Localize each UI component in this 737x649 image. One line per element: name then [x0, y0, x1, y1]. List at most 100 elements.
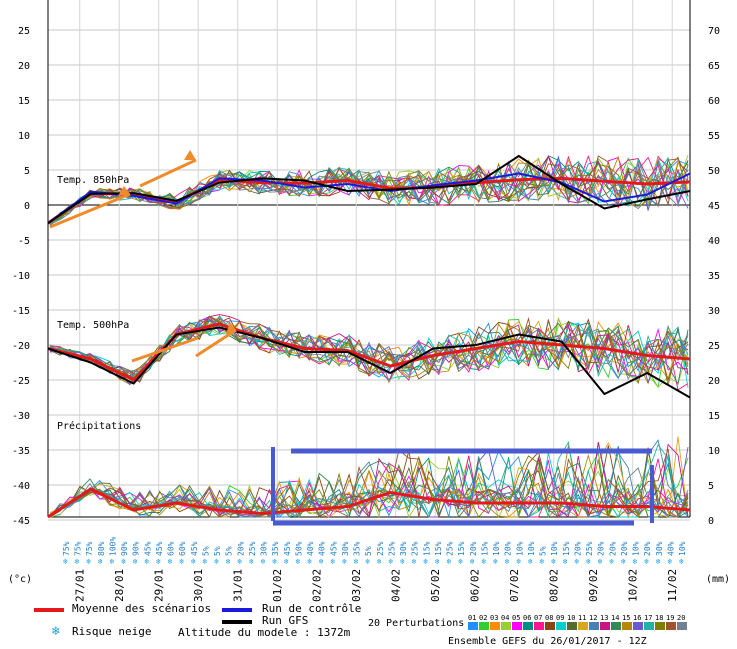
- snowflake-icon: ❄: [563, 557, 568, 566]
- perturbation-id: 02: [479, 614, 487, 622]
- perturbation-swatch: [600, 622, 610, 630]
- snow-risk-pct: 45%: [155, 541, 164, 556]
- legend-mean-swatch: [34, 608, 64, 612]
- snow-risk-pct: 40%: [306, 541, 315, 556]
- snow-risk-pct: 80%: [97, 541, 106, 556]
- snowflake-icon: ❄: [109, 557, 114, 566]
- series-line-500hPa: [47, 326, 691, 399]
- series-line-500hPa: [47, 322, 691, 382]
- panel-label-precip: Précipitations: [57, 420, 141, 432]
- snowflake-icon: ❄: [377, 557, 382, 566]
- snowflake-icon: ❄: [633, 557, 638, 566]
- perturbation-id: 06: [523, 614, 531, 622]
- left-axis-unit: (°c): [8, 574, 32, 585]
- perturbation-850-line: [49, 155, 689, 222]
- snowflake-icon: ❄: [202, 557, 207, 566]
- perturbation-500-line: [49, 316, 689, 386]
- date-tick-label: 01/02: [271, 569, 284, 602]
- perturbation-id: 16: [633, 614, 641, 622]
- date-tick-label: 04/02: [390, 569, 403, 602]
- snowflake-icon: ❄: [679, 557, 684, 566]
- series-line-850hPa: [47, 154, 691, 225]
- perturbation-precip-line: [49, 445, 689, 519]
- snow-risk-pct: 15%: [562, 541, 571, 556]
- snowflake-icon: ❄: [63, 557, 68, 566]
- series-line-850hPa: [47, 176, 691, 225]
- snow-risk-pct: 45%: [143, 541, 152, 556]
- snowflake-icon: ❄: [667, 557, 672, 566]
- right-tick-label: 20: [708, 376, 720, 387]
- annotation-arrow: [195, 328, 237, 358]
- left-tick-label: -45: [12, 516, 30, 527]
- perturbations-label: 20 Perturbations: [368, 618, 465, 629]
- snow-risk-pct: 20%: [504, 541, 513, 556]
- snowflake-icon: ❄: [574, 557, 579, 566]
- snow-risk-pct: 45%: [329, 541, 338, 556]
- left-tick-label: -20: [12, 341, 30, 352]
- left-tick-label: -15: [12, 306, 30, 317]
- perturbation-swatch: [523, 622, 533, 630]
- left-tick-label: 10: [18, 131, 30, 142]
- snow-risk-pct: 5%: [225, 546, 234, 556]
- snowflake-icon: ❄: [272, 557, 277, 566]
- right-tick-label: 60: [708, 96, 720, 107]
- date-tick-label: 27/01: [74, 569, 87, 602]
- right-tick-label: 55: [708, 131, 720, 142]
- snow-risk-pct: 50%: [295, 541, 304, 556]
- snowflake-icon: ❄: [121, 557, 126, 566]
- snow-risk-pct: 40%: [318, 541, 327, 556]
- snowflake-icon: ❄: [365, 557, 370, 566]
- perturbation-swatch: [644, 622, 654, 630]
- left-tick-label: -5: [18, 236, 30, 247]
- snowflake-icon: ❄: [226, 557, 231, 566]
- annotation-arrow: [49, 192, 131, 229]
- snowflake-icon: ❄: [168, 557, 173, 566]
- right-tick-label: 50: [708, 166, 720, 177]
- plot-area: [48, 0, 690, 517]
- date-tick-label: 11/02: [666, 569, 679, 602]
- legend-control-swatch: [222, 608, 252, 612]
- perturbation-swatch: [589, 622, 599, 630]
- snow-risk-pct: 15%: [422, 541, 431, 556]
- perturbation-swatch: [622, 622, 632, 630]
- right-tick-label: 30: [708, 306, 720, 317]
- perturbation-swatch: [677, 622, 687, 630]
- right-tick-label: 15: [708, 411, 720, 422]
- snow-risk-pct: 30%: [655, 541, 664, 556]
- snow-risk-pct: 15%: [434, 541, 443, 556]
- perturbation-id: 08: [545, 614, 553, 622]
- right-tick-label: 45: [708, 201, 720, 212]
- perturbation-id: 04: [501, 614, 509, 622]
- snow-risk-pct: 5%: [364, 546, 373, 556]
- panel-label-850: Temp. 850hPa: [57, 175, 129, 186]
- snowflake-icon: ❄: [52, 624, 60, 639]
- annotation-arrowhead: [184, 150, 196, 160]
- right-tick-label: 5: [708, 481, 714, 492]
- snow-risk-pct: 40%: [666, 541, 675, 556]
- perturbation-precip-line: [49, 440, 689, 518]
- annotation-arrow: [139, 158, 197, 188]
- perturbation-swatch: [512, 622, 522, 630]
- altitude-label: Altitude du modele : 1372m: [178, 626, 351, 639]
- snowflake-icon: ❄: [249, 557, 254, 566]
- perturbation-850-line: [49, 155, 689, 222]
- right-tick-label: 40: [708, 236, 720, 247]
- snow-risk-pct: 20%: [469, 541, 478, 556]
- right-tick-label: 0: [708, 516, 714, 527]
- date-tick-label: 31/01: [232, 569, 245, 602]
- snow-risk-pct: 20%: [608, 541, 617, 556]
- left-tick-label: 25: [18, 26, 30, 37]
- perturbation-id: 07: [534, 614, 542, 622]
- snow-risk-pct: 30%: [341, 541, 350, 556]
- perturbation-id: 15: [622, 614, 630, 622]
- snow-risk-pct: 20%: [643, 541, 652, 556]
- snowflake-icon: ❄: [191, 557, 196, 566]
- left-tick-label: 15: [18, 96, 30, 107]
- snowflake-icon: ❄: [98, 557, 103, 566]
- perturbation-swatch: [611, 622, 621, 630]
- perturbation-id: 18: [655, 614, 663, 622]
- date-tick-label: 09/02: [587, 569, 600, 602]
- snowflake-icon: ❄: [516, 557, 521, 566]
- snow-risk-pct: 100%: [109, 537, 118, 556]
- date-tick-label: 05/02: [429, 569, 442, 602]
